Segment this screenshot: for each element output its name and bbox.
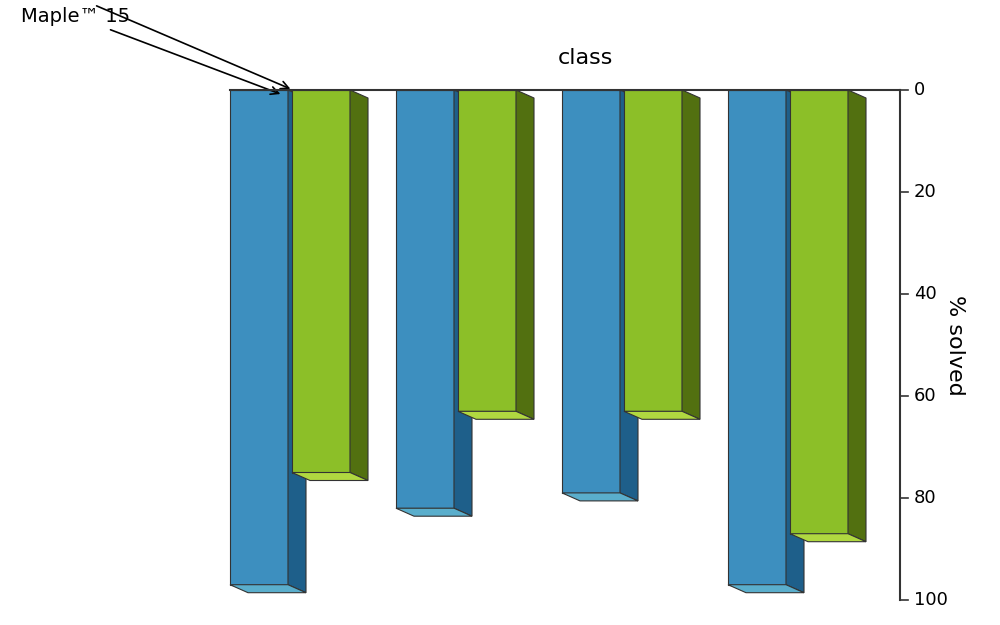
Text: 20: 20 bbox=[914, 183, 937, 201]
Text: % solved: % solved bbox=[945, 294, 965, 396]
Polygon shape bbox=[458, 411, 534, 419]
Polygon shape bbox=[624, 411, 700, 419]
Text: 40: 40 bbox=[914, 285, 937, 303]
Text: 60: 60 bbox=[914, 387, 937, 405]
Polygon shape bbox=[562, 493, 638, 501]
Polygon shape bbox=[396, 508, 472, 516]
Polygon shape bbox=[458, 90, 516, 411]
Polygon shape bbox=[292, 90, 350, 472]
Polygon shape bbox=[728, 585, 804, 592]
Polygon shape bbox=[230, 90, 288, 585]
Text: 0: 0 bbox=[914, 81, 925, 99]
Text: 80: 80 bbox=[914, 489, 937, 507]
Polygon shape bbox=[516, 90, 534, 419]
Text: 100: 100 bbox=[914, 591, 948, 609]
Polygon shape bbox=[292, 472, 368, 481]
Polygon shape bbox=[682, 90, 700, 419]
Text: Maple™ 15: Maple™ 15 bbox=[21, 7, 279, 94]
Polygon shape bbox=[562, 90, 620, 493]
Text: Mathematica® 8: Mathematica® 8 bbox=[0, 0, 289, 89]
Polygon shape bbox=[350, 90, 368, 481]
Polygon shape bbox=[288, 90, 306, 592]
Polygon shape bbox=[230, 585, 306, 592]
Polygon shape bbox=[620, 90, 638, 501]
Polygon shape bbox=[790, 534, 866, 542]
Polygon shape bbox=[454, 90, 472, 516]
Text: class: class bbox=[557, 48, 613, 68]
Polygon shape bbox=[396, 90, 454, 508]
Polygon shape bbox=[848, 90, 866, 542]
Polygon shape bbox=[728, 90, 786, 585]
Polygon shape bbox=[786, 90, 804, 592]
Polygon shape bbox=[624, 90, 682, 411]
Polygon shape bbox=[790, 90, 848, 534]
